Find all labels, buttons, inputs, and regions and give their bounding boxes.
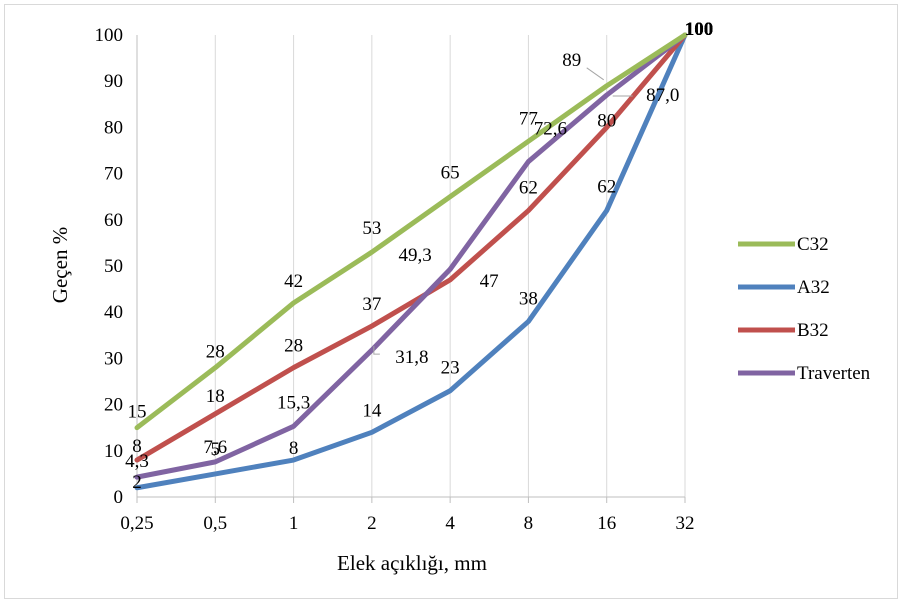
x-tick-label: 2 bbox=[367, 513, 377, 534]
data-label-b32: 47 bbox=[480, 271, 499, 292]
data-label-traverten: 87,0 bbox=[646, 85, 679, 106]
legend: C32 A32 B32 Traverten bbox=[738, 234, 871, 384]
data-label-traverten: 49,3 bbox=[399, 245, 432, 266]
legend-label-b32: B32 bbox=[797, 320, 829, 341]
data-label-a32: 5 bbox=[211, 439, 221, 460]
y-tick-label: 50 bbox=[104, 256, 123, 277]
data-label-b32: 18 bbox=[206, 386, 225, 407]
axes bbox=[136, 35, 685, 498]
x-tick-label: 8 bbox=[524, 513, 534, 534]
data-label-b32: 80 bbox=[597, 110, 616, 131]
data-label-c32: 28 bbox=[206, 342, 225, 363]
data-label-traverten: 7,6 bbox=[203, 437, 227, 458]
data-label-traverten: 15,3 bbox=[277, 392, 310, 413]
y-tick-label: 100 bbox=[95, 25, 124, 46]
x-tick-label: 16 bbox=[597, 513, 616, 534]
legend-label-c32: C32 bbox=[797, 234, 829, 255]
series-line-b32 bbox=[134, 32, 688, 463]
data-label-a32: 14 bbox=[362, 400, 382, 421]
x-tick-labels: 0,25 0,5 1 2 4 8 16 32 bbox=[120, 497, 695, 534]
data-label-c32: 77 bbox=[519, 108, 538, 129]
series-line-traverten bbox=[134, 32, 688, 480]
x-tick-label: 0,25 bbox=[120, 513, 153, 534]
y-tick-labels: 0 10 20 30 40 50 60 70 80 90 100 bbox=[95, 25, 124, 508]
legend-label-a32: A32 bbox=[797, 277, 830, 298]
data-label-b32: 62 bbox=[519, 178, 538, 199]
data-label-a32: 38 bbox=[519, 288, 538, 309]
data-label-c32: 65 bbox=[441, 163, 460, 184]
data-label-a32: 8 bbox=[289, 438, 299, 459]
data-label-b32: 8 bbox=[132, 436, 142, 457]
data-label-traverten: 31,8 bbox=[395, 347, 428, 368]
data-label-c32: 42 bbox=[284, 271, 303, 292]
x-tick-label: 32 bbox=[676, 513, 695, 534]
x-tick-label: 1 bbox=[289, 513, 299, 534]
data-label-b32: 37 bbox=[362, 294, 381, 315]
y-tick-label: 10 bbox=[104, 441, 123, 462]
data-label-traverten: 4,3 bbox=[125, 451, 149, 472]
data-label-c32: 100 bbox=[685, 19, 714, 40]
x-tick-label: 4 bbox=[445, 513, 455, 534]
leader-lines bbox=[373, 67, 633, 355]
x-tick-label: 0,5 bbox=[203, 513, 227, 534]
series-lines bbox=[134, 32, 688, 491]
data-label-a32: 2 bbox=[132, 472, 142, 493]
y-tick-label: 80 bbox=[104, 117, 123, 138]
x-axis-title: Elek açıklığı, mm bbox=[337, 551, 487, 575]
data-label-traverten: 100 bbox=[685, 19, 714, 40]
y-tick-label: 70 bbox=[104, 164, 123, 185]
leader-line bbox=[586, 67, 605, 81]
data-label-c32: 89 bbox=[562, 50, 581, 71]
data-label-c32: 53 bbox=[362, 218, 381, 239]
data-label-a32: 62 bbox=[597, 177, 616, 198]
y-axis-title: Geçen % bbox=[48, 227, 72, 303]
y-tick-label: 90 bbox=[104, 71, 123, 92]
series-line-c32 bbox=[134, 32, 688, 431]
series-line-a32 bbox=[134, 32, 688, 491]
y-tick-label: 20 bbox=[104, 395, 123, 416]
y-tick-label: 60 bbox=[104, 210, 123, 231]
chart-frame bbox=[4, 4, 898, 599]
data-label-a32: 100 bbox=[685, 19, 714, 40]
leader-line bbox=[373, 346, 380, 355]
data-label-traverten: 72,6 bbox=[534, 119, 567, 140]
data-label-a32: 23 bbox=[441, 358, 460, 379]
data-label-c32: 15 bbox=[128, 402, 147, 423]
data-label-b32: 100 bbox=[685, 19, 714, 40]
y-tick-label: 30 bbox=[104, 348, 123, 369]
legend-label-traverten: Traverten bbox=[797, 363, 871, 384]
y-tick-label: 0 bbox=[114, 487, 124, 508]
y-tick-label: 40 bbox=[104, 302, 123, 323]
data-label-b32: 28 bbox=[284, 336, 303, 357]
